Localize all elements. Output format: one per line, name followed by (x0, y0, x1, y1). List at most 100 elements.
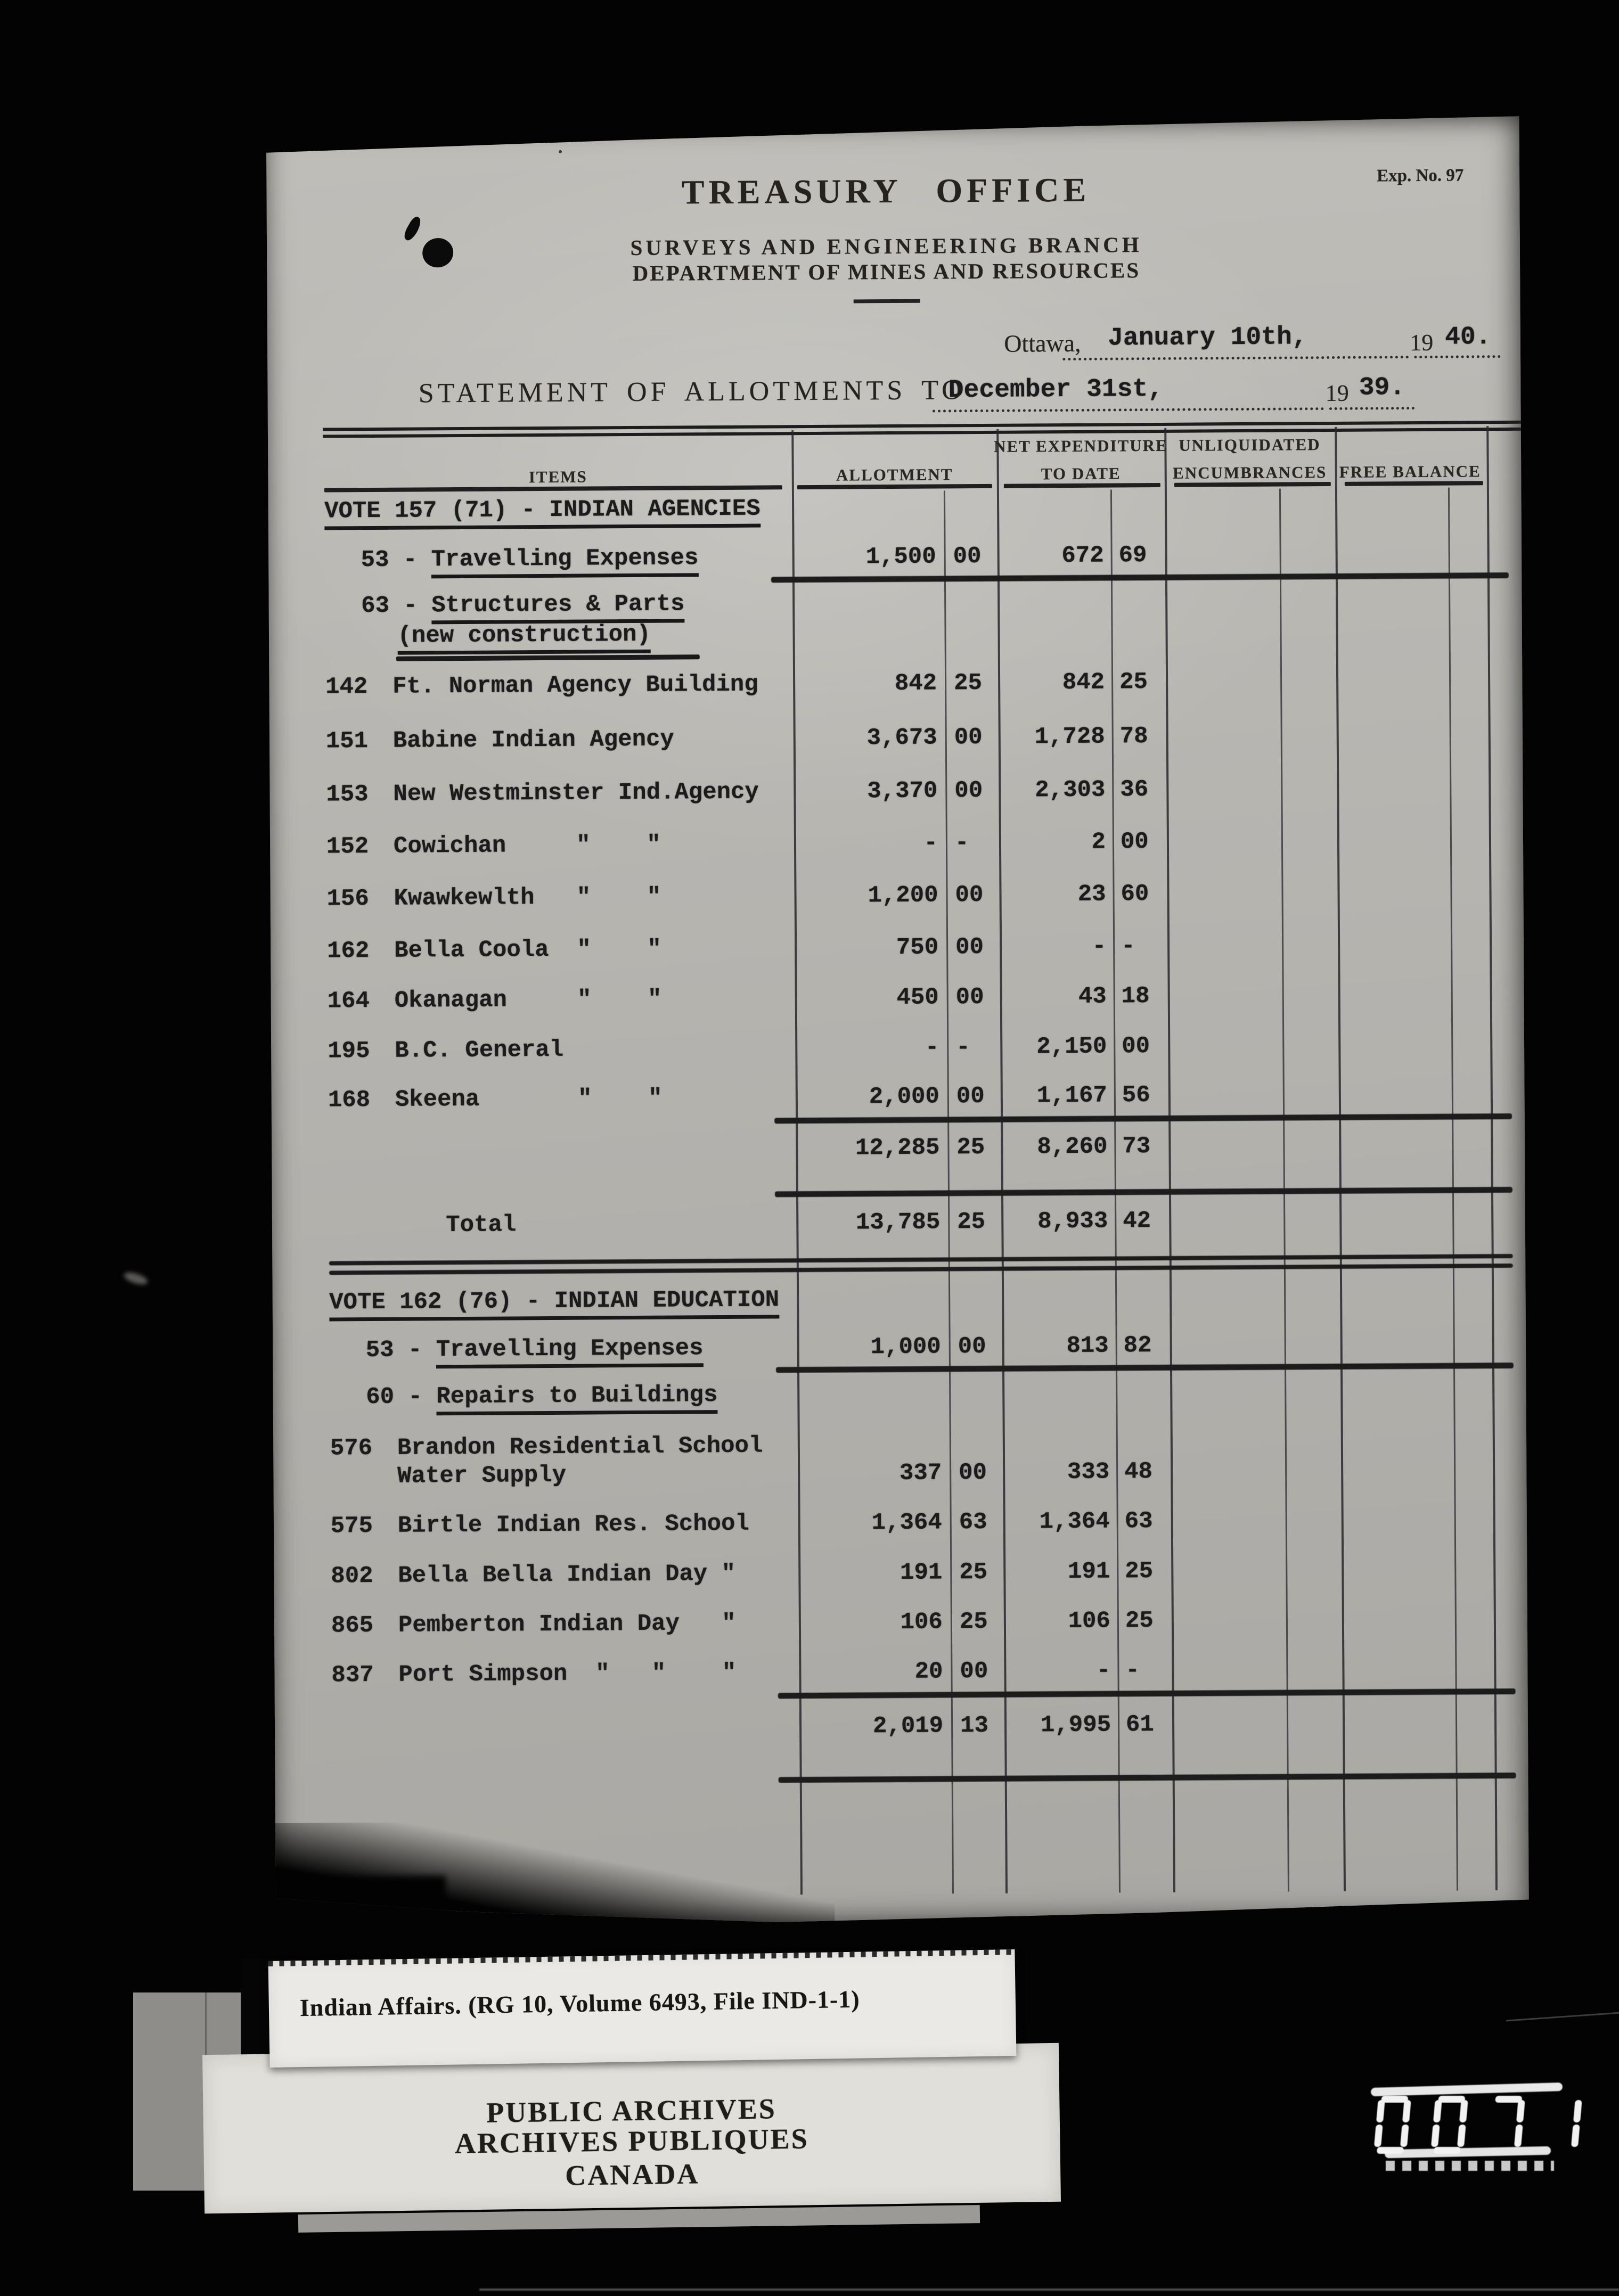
section-rule (776, 1363, 1514, 1373)
table-row-label: 53 - Travelling Expenses (366, 1334, 704, 1364)
item-code: 865 (331, 1612, 374, 1639)
amount-net-dollars: - (1092, 933, 1107, 960)
amount-allotment-cents: 00 (955, 881, 984, 909)
amount-allotment-dollars: 2,019 (872, 1712, 944, 1740)
amount-net-cents: 73 (1122, 1133, 1151, 1160)
amount-allotment-cents: - (954, 830, 969, 857)
year-typed: 40. (1445, 323, 1491, 352)
label-perforation (268, 1949, 1015, 1967)
office-title: TREASURY OFFICE (681, 170, 1091, 211)
statement-dotted-line (933, 407, 1324, 412)
statement-date-typed: December 31st, (948, 374, 1164, 405)
amount-net-cents: - (1125, 1657, 1140, 1684)
amount-allotment-dollars: 1,000 (870, 1333, 941, 1361)
column-header: ITEMS (528, 467, 587, 487)
amount-allotment-dollars: 2,000 (869, 1083, 940, 1111)
section-rule (775, 1187, 1512, 1197)
amount-net-dollars: 672 (1061, 542, 1104, 570)
statement-label: STATEMENT OF ALLOTMENTS TO (418, 375, 966, 409)
section-rule (778, 1688, 1516, 1699)
table-row-label: 53 - Travelling Expenses (361, 544, 699, 574)
archives-stamp-card: PUBLIC ARCHIVES ARCHIVES PUBLIQUES CANAD… (202, 2043, 1061, 2214)
amount-allotment-dollars: 3,370 (867, 777, 938, 805)
item-name: Skeena " " (395, 1085, 663, 1113)
amount-allotment-dollars: - (925, 1034, 939, 1061)
amount-allotment-cents: 00 (958, 1333, 986, 1360)
item-code: 576 (330, 1435, 373, 1462)
amount-net-cents: 61 (1125, 1711, 1155, 1739)
amount-allotment-cents: 00 (960, 1658, 988, 1685)
item-code: 802 (331, 1563, 373, 1590)
counter-digit (1430, 2096, 1469, 2154)
vote-heading: VOTE 157 (71) - INDIAN AGENCIES (324, 495, 761, 526)
column-header: FREE BALANCE (1339, 462, 1481, 481)
item-code: 575 (330, 1513, 373, 1540)
amount-allotment-dollars: 1,500 (865, 543, 936, 571)
amount-net-cents: 25 (1125, 1558, 1154, 1585)
item-code: 153 (326, 781, 369, 808)
amount-net-cents: 25 (1119, 669, 1148, 696)
amount-allotment-cents: - (956, 1034, 970, 1061)
counter-digit (1488, 2096, 1526, 2149)
section-rule (779, 1773, 1516, 1783)
amount-allotment-dollars: 106 (900, 1609, 943, 1636)
amount-allotment-cents: 13 (960, 1712, 989, 1740)
amount-allotment-cents: 25 (959, 1559, 988, 1586)
branch-title: SURVEYS AND ENGINEERING BRANCH (630, 232, 1142, 260)
counter-sprockets (1386, 2161, 1554, 2171)
total-label: Total (446, 1211, 517, 1239)
corner-shadow-core (270, 1876, 446, 1930)
item-code: 164 (327, 988, 370, 1015)
table-header: ITEMS ALLOTMENT NET EXPENDITURE TO DATE UNLI… (263, 114, 1519, 122)
item-name: Okanagan " " (394, 986, 662, 1014)
item-name: Bella Bella Indian Day " (398, 1560, 736, 1589)
amount-net-dollars: 2 (1091, 829, 1106, 856)
amount-allotment-dollars: 20 (914, 1658, 943, 1685)
heavy-underline (396, 654, 700, 661)
amount-net-cents: 82 (1123, 1332, 1152, 1359)
speck (298, 141, 304, 147)
amount-allotment-dollars: 337 (899, 1459, 942, 1487)
margin-smudge (122, 1270, 149, 1287)
item-code: 195 (328, 1038, 370, 1065)
amount-allotment-dollars: 1,364 (871, 1509, 942, 1537)
date-dotted-line (1062, 356, 1409, 360)
amount-net-cents: 69 (1118, 542, 1147, 569)
amount-net-dollars: 1,728 (1034, 723, 1105, 751)
letterhead-underline (854, 299, 920, 304)
amount-allotment-dollars: 842 (894, 670, 937, 698)
film-scratch (1506, 2012, 1619, 2022)
amount-net-dollars: 2,303 (1035, 776, 1106, 804)
amount-allotment-cents: 25 (957, 1208, 986, 1236)
counter-digit (1373, 2096, 1412, 2154)
amount-allotment-dollars: 191 (900, 1559, 943, 1586)
item-code: 168 (328, 1087, 371, 1114)
exposure-number: Exp. No. 97 (1377, 166, 1464, 186)
statement-year-printed: 19 (1325, 380, 1349, 407)
item-name: Kwawkewlth " " (394, 883, 661, 912)
column-header: UNLIQUIDATED (1179, 435, 1321, 455)
file-reference-text: Indian Affairs. (RG 10, Volume 6493, Fil… (299, 1985, 860, 2022)
amount-net-dollars: 191 (1067, 1558, 1110, 1586)
speck (374, 139, 379, 144)
double-rule (329, 1254, 1513, 1266)
amount-net-dollars: 8,933 (1037, 1208, 1108, 1235)
table-row-label: 63 - Structures & Parts (361, 590, 685, 620)
amount-net-dollars: 8,260 (1037, 1133, 1108, 1161)
date-typed: January 10th, (1108, 323, 1307, 353)
item-name: New Westminster Ind.Agency (393, 778, 759, 808)
amount-allotment-dollars: 1,200 (868, 882, 938, 909)
section-rule (771, 572, 1509, 583)
item-name: Brandon Residential School (397, 1432, 763, 1462)
amount-net-cents: 63 (1124, 1508, 1153, 1535)
department-title: DEPARTMENT OF MINES AND RESOURCES (632, 258, 1141, 285)
amount-allotment-dollars: 3,673 (866, 724, 937, 752)
amount-net-dollars: 333 (1067, 1458, 1110, 1486)
amount-allotment-dollars: - (923, 830, 938, 857)
film-edge-line (479, 2289, 1619, 2291)
table-column-lines (263, 114, 1519, 122)
amount-net-cents: 00 (1120, 829, 1149, 856)
amount-allotment-dollars: 13,785 (855, 1209, 941, 1236)
counter-top-bar (1370, 2082, 1563, 2097)
header-underline (1345, 481, 1483, 486)
